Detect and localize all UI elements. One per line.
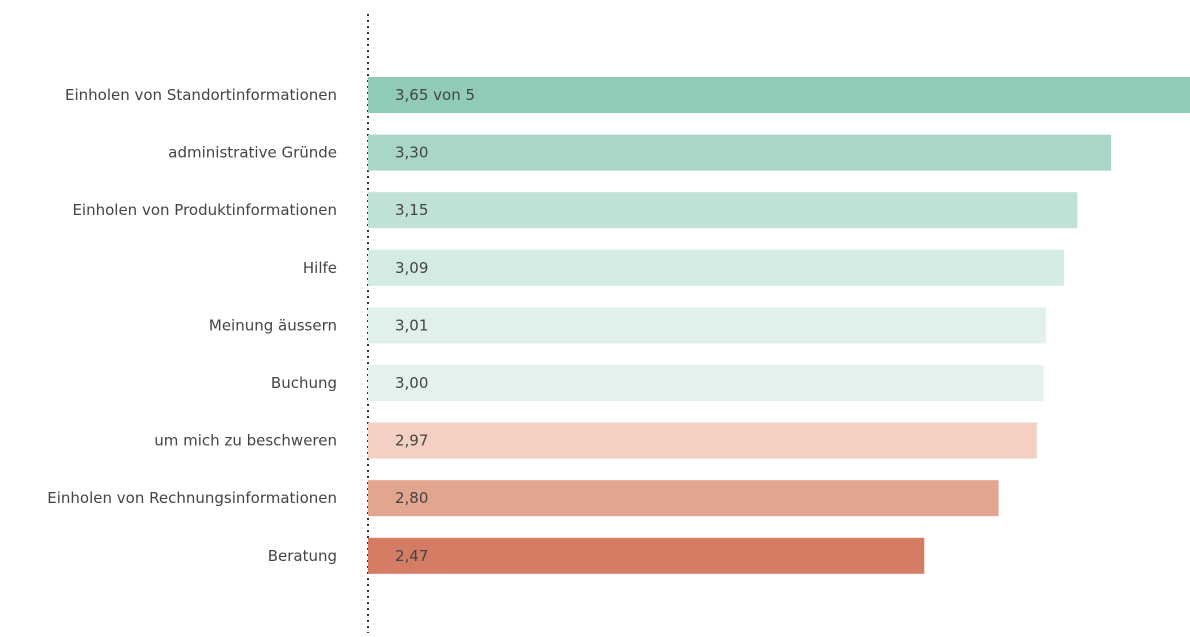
bar-2 [368,192,1078,229]
bar-group: Einholen von Standortinformationen 3,65 v… [47,77,1190,574]
category-label-1: administrative Gründe [168,144,337,162]
value-label-1: 3,30 [395,144,428,162]
category-label-3: Hilfe [303,259,337,277]
bar-0 [368,77,1190,113]
category-label-8: Beratung [268,547,337,565]
category-label-6: um mich zu beschweren [154,432,337,450]
category-label-2: Einholen von Produktinformationen [72,201,337,219]
bar-3 [368,249,1064,286]
bar-1 [368,134,1112,171]
category-label-5: Buchung [271,374,337,392]
value-label-8: 2,47 [395,547,428,565]
value-label-6: 2,97 [395,432,428,450]
value-label-2: 3,15 [395,201,428,219]
bar-4 [368,307,1046,344]
value-label-4: 3,01 [395,316,428,334]
bar-5 [368,365,1044,401]
bar-6 [368,422,1037,459]
value-label-3: 3,09 [395,259,428,277]
category-label-7: Einholen von Rechnungsinformationen [47,489,337,507]
value-label-7: 2,80 [395,489,428,507]
bar-8 [368,537,925,574]
value-label-0: 3,65 von 5 [395,86,475,104]
value-label-5: 3,00 [395,374,428,392]
category-label-0: Einholen von Standortinformationen [65,86,337,104]
bar-7 [368,480,999,517]
category-label-4: Meinung äussern [209,316,337,334]
